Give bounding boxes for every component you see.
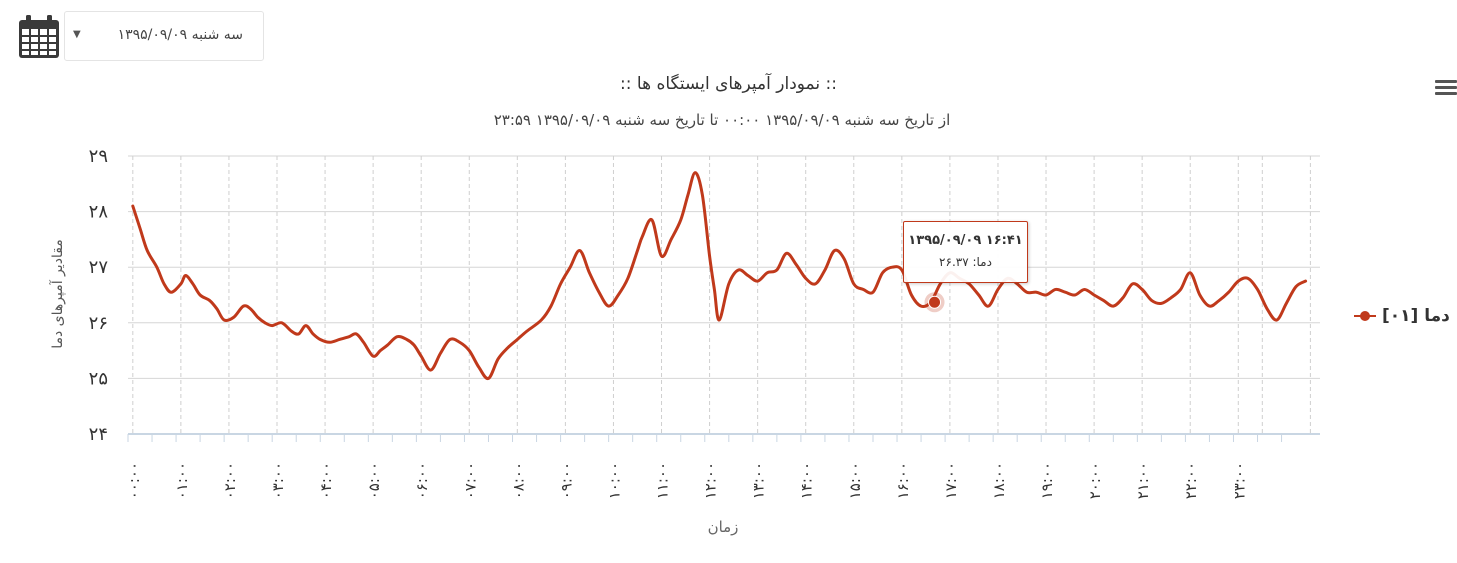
y-tick-label: ۲۶ bbox=[89, 313, 108, 334]
x-tick-label: ۱۹:۰۰ bbox=[1038, 462, 1056, 499]
x-tick-label: ۰۹:۰۰ bbox=[557, 462, 575, 499]
x-tick-label: ۲۲:۰۰ bbox=[1182, 462, 1200, 499]
x-tick-label: ۱۳:۰۰ bbox=[750, 462, 768, 499]
x-tick-label: ۰۷:۰۰ bbox=[461, 462, 479, 499]
x-tick-label: ۱۵:۰۰ bbox=[846, 462, 864, 499]
x-tick-label: ۱۴:۰۰ bbox=[798, 462, 816, 499]
chart-grid bbox=[127, 155, 1320, 442]
series-layer bbox=[131, 171, 1308, 381]
y-axis-ticks: ۲۴ ۲۵ ۲۶ ۲۷ ۲۸ ۲۹ bbox=[89, 146, 109, 445]
chart-title: :: نمودار آمپرهای ایستگاه ها :: bbox=[620, 74, 837, 94]
y-tick-label: ۲۷ bbox=[89, 257, 109, 278]
x-tick-label: ۱۲:۰۰ bbox=[702, 462, 720, 499]
chart-subtitle: از تاریخ سه شنبه ۱۳۹۵/۰۹/۰۹ ۰۰:۰۰ تا تار… bbox=[493, 111, 951, 129]
y-tick-label: ۲۴ bbox=[89, 424, 108, 445]
x-tick-label: ۰۵:۰۰ bbox=[365, 462, 383, 499]
y-tick-label: ۲۵ bbox=[89, 368, 108, 389]
x-tick-label: ۱۶:۰۰ bbox=[894, 462, 912, 499]
x-tick-label: ۰۰:۰۰ bbox=[125, 462, 143, 499]
legend-marker-icon bbox=[1354, 310, 1376, 322]
hamburger-menu-icon[interactable] bbox=[1435, 80, 1457, 100]
x-tick-label: ۱۸:۰۰ bbox=[990, 462, 1008, 499]
chevron-down-icon: ▼ bbox=[73, 29, 81, 40]
x-tick-label: ۱۱:۰۰ bbox=[654, 462, 672, 499]
x-axis-ticks: ۰۰:۰۰ ۰۱:۰۰ ۰۲:۰۰ ۰۳:۰۰ ۰۴:۰۰ ۰۵:۰۰ ۰۶:۰۰ ۰۷:۰۰… bbox=[125, 462, 1248, 499]
chart-tooltip: ۱۳۹۵/۰۹/۰۹ ۱۶:۴۱ دما: ۲۶.۳۷ bbox=[903, 221, 1028, 283]
x-tick-label: ۰۸:۰۰ bbox=[509, 462, 527, 499]
x-tick-label: ۲۰:۰۰ bbox=[1086, 462, 1104, 499]
x-tick-label: ۱۷:۰۰ bbox=[942, 462, 960, 499]
date-value: سه شنبه ۱۳۹۵/۰۹/۰۹ bbox=[117, 27, 243, 43]
tooltip-title: ۱۳۹۵/۰۹/۰۹ ۱۶:۴۱ bbox=[908, 233, 1023, 248]
legend-label: دما [۰۱] bbox=[1382, 306, 1450, 326]
x-tick-label: ۲۳:۰۰ bbox=[1230, 462, 1248, 499]
x-tick-label: ۰۲:۰۰ bbox=[221, 462, 239, 499]
x-axis-label: زمان bbox=[708, 518, 739, 536]
date-select[interactable]: ▼ سه شنبه ۱۳۹۵/۰۹/۰۹ bbox=[64, 11, 264, 61]
hover-point[interactable] bbox=[928, 295, 942, 309]
x-tick-label: ۰۴:۰۰ bbox=[317, 462, 335, 499]
x-tick-label: ۲۱:۰۰ bbox=[1134, 462, 1152, 499]
x-tick-label: ۰۳:۰۰ bbox=[269, 462, 287, 499]
x-tick-label: ۰۶:۰۰ bbox=[413, 462, 431, 499]
y-axis-label: مقادیر آمپرهای دما bbox=[49, 239, 66, 349]
x-tick-label: ۱۰:۰۰ bbox=[605, 462, 623, 499]
legend-item[interactable]: دما [۰۱] bbox=[1354, 306, 1450, 326]
x-tick-label: ۰۱:۰۰ bbox=[173, 462, 191, 499]
calendar-icon[interactable] bbox=[18, 15, 60, 59]
y-tick-label: ۲۹ bbox=[89, 146, 108, 167]
series-line[interactable] bbox=[131, 171, 1308, 381]
tooltip-value: دما: ۲۶.۳۷ bbox=[939, 255, 992, 269]
y-tick-label: ۲۸ bbox=[89, 202, 109, 223]
